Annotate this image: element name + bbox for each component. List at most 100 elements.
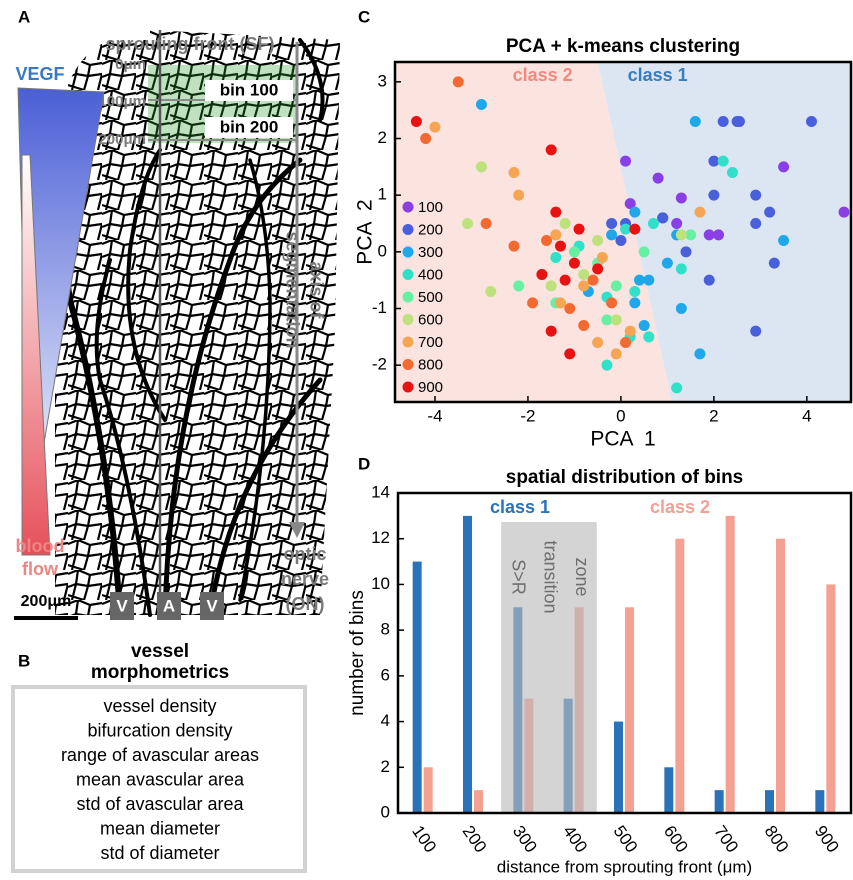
data-point <box>610 314 622 326</box>
legend-label: 100 <box>418 199 443 216</box>
data-point <box>606 229 618 241</box>
y-tick-label: 10 <box>371 574 390 593</box>
data-point <box>708 155 720 167</box>
legend-label: 200 <box>418 221 443 238</box>
axis-label: axis of <box>306 261 326 319</box>
data-point <box>838 206 850 218</box>
data-point <box>717 116 729 127</box>
legend-label: 600 <box>418 311 443 328</box>
legend-label: 900 <box>418 379 443 396</box>
x-tick-label: -4 <box>427 406 442 425</box>
panel-label: D <box>358 454 370 473</box>
data-point <box>568 257 580 269</box>
data-point <box>675 263 687 275</box>
x-tick-label: 2 <box>709 406 718 425</box>
data-point <box>671 218 683 229</box>
x-tick-label: 800 <box>761 822 793 856</box>
data-point <box>750 218 762 229</box>
data-point <box>647 218 659 229</box>
data-point <box>568 246 580 258</box>
region-label: class 1 <box>628 65 688 85</box>
bar <box>625 607 634 813</box>
data-point <box>508 240 520 252</box>
bar <box>474 790 483 813</box>
y-tick-label: 1 <box>378 185 387 204</box>
depth-label: 200μm <box>98 131 146 148</box>
bar <box>664 767 674 813</box>
data-point <box>694 348 706 360</box>
data-point <box>601 359 613 371</box>
legend-label: class 2 <box>650 497 710 517</box>
bin-label: bin 200 <box>220 117 279 136</box>
data-point <box>610 280 622 292</box>
legend-marker <box>402 269 414 280</box>
data-point <box>629 297 641 309</box>
depth-label: 100μm <box>98 93 146 110</box>
panel-b: B vessel morphometrics <box>11 641 307 873</box>
x-axis-label: distance from sprouting front (μm) <box>497 857 752 876</box>
data-point <box>578 269 590 280</box>
plot-frame <box>396 491 853 815</box>
data-point <box>527 297 539 309</box>
bar <box>714 790 724 813</box>
major-vessels <box>63 38 325 618</box>
data-point <box>750 189 762 201</box>
data-point <box>559 274 571 286</box>
data-point <box>624 198 636 210</box>
data-point <box>578 280 590 292</box>
data-point <box>629 286 641 297</box>
bar <box>826 584 836 813</box>
y-tick-label: -1 <box>372 298 387 317</box>
x-tick-label: -2 <box>520 406 535 425</box>
data-point <box>564 303 576 314</box>
blood-flow-label: blood <box>16 536 65 556</box>
data-point <box>643 274 655 286</box>
tag-box <box>110 592 134 620</box>
data-point <box>643 331 655 343</box>
data-point <box>726 167 738 178</box>
data-point <box>513 189 525 201</box>
bar <box>776 538 785 813</box>
data-point <box>550 252 562 263</box>
data-point <box>545 325 557 337</box>
bin-label: bin 100 <box>220 80 279 99</box>
blood-flow-gradient <box>21 154 51 556</box>
data-point <box>634 274 646 286</box>
y-axis-label: number of bins <box>347 590 368 716</box>
data-point <box>606 218 618 229</box>
data-point <box>592 337 604 348</box>
y-tick-label: 0 <box>381 802 390 821</box>
optic-nerve-label: (ON) <box>286 594 325 614</box>
vessel-tag: V <box>206 596 218 615</box>
x-axis-label: PCA 1 <box>590 428 655 451</box>
x-tick-label: 0 <box>616 406 625 425</box>
y-axis-label: PCA 2 <box>354 199 377 264</box>
data-point <box>606 297 618 309</box>
metric-item: range of avascular areas <box>61 745 259 765</box>
data-point <box>429 121 441 133</box>
bin-label-box <box>205 117 293 138</box>
bar <box>614 721 623 813</box>
data-point <box>629 223 641 235</box>
transition-label: zone <box>572 557 592 596</box>
x-tick-label: 600 <box>660 822 692 856</box>
data-point <box>675 192 687 204</box>
y-tick-label: 12 <box>371 528 390 547</box>
data-point <box>629 206 641 218</box>
legend-marker <box>402 291 414 303</box>
data-point <box>615 235 627 246</box>
data-point <box>657 212 669 224</box>
x-tick-label: 900 <box>811 822 843 856</box>
x-tick-label: 700 <box>710 822 742 856</box>
vessel-tag: V <box>116 596 128 615</box>
y-tick-label: 3 <box>378 71 387 90</box>
panel-label: A <box>18 7 30 26</box>
data-point <box>750 325 762 337</box>
data-point <box>550 206 562 218</box>
y-tick-label: -2 <box>372 355 387 374</box>
blood-flow-label: flow <box>22 559 59 579</box>
data-point <box>694 206 706 218</box>
data-point <box>475 99 487 110</box>
data-point <box>601 314 613 326</box>
